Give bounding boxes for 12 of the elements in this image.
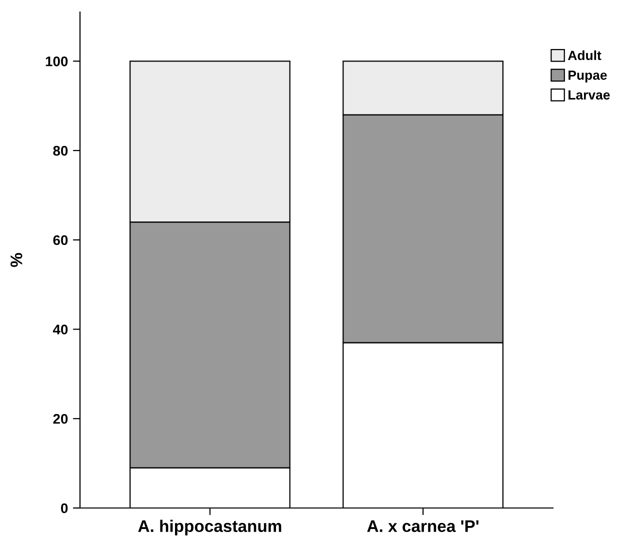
y-axis-title: % xyxy=(10,253,22,267)
y-tick-label: 100 xyxy=(46,56,68,66)
y-tick-label: 40 xyxy=(52,324,68,334)
x-tick-label: A. hippocastanum xyxy=(138,520,282,536)
y-tick-label: 20 xyxy=(53,414,68,424)
y-tick-label: 80 xyxy=(53,146,68,156)
x-tick-label: A. x carnea 'P' xyxy=(367,520,478,532)
legend-label: Adult xyxy=(568,50,602,60)
legend-label: Pupae xyxy=(568,70,607,82)
legend-label: Larvae xyxy=(568,90,610,100)
y-tick-label: 0 xyxy=(61,503,68,514)
y-tick-label: 60 xyxy=(53,235,68,246)
